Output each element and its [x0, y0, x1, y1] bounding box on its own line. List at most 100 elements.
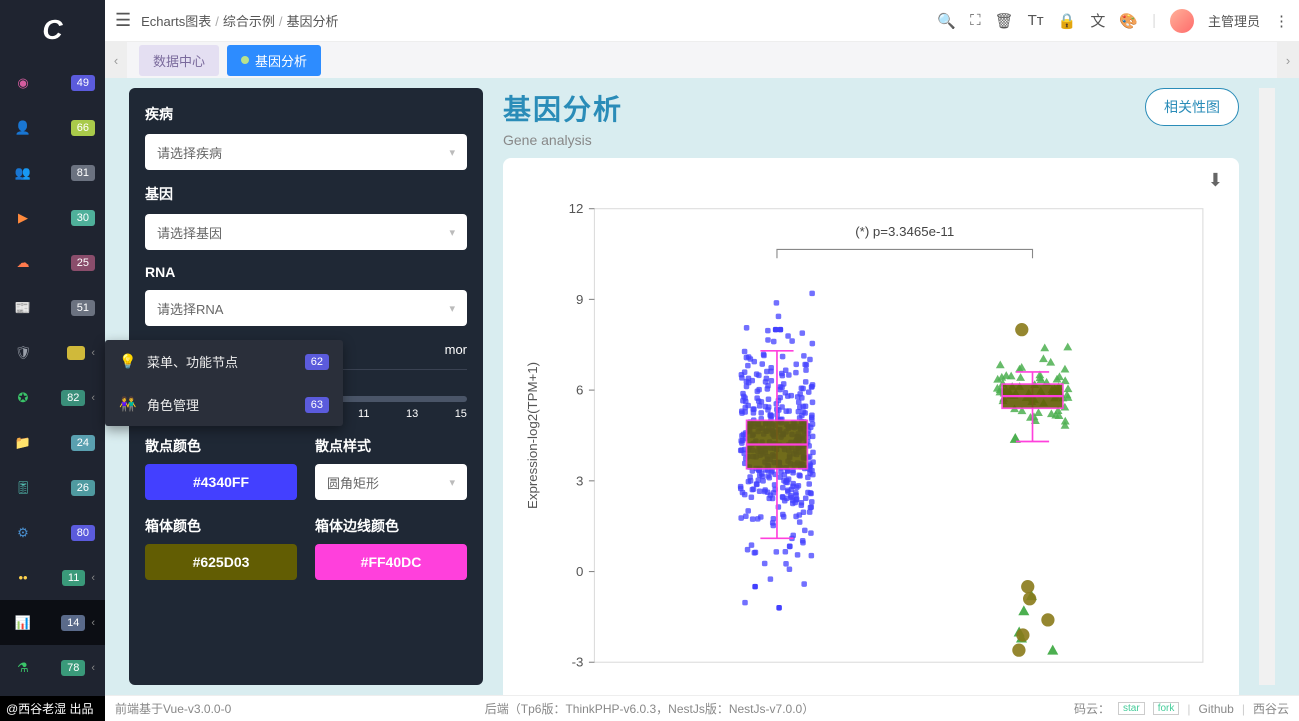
breadcrumb-item[interactable]: Echarts图表 — [141, 14, 211, 29]
sidebar-item-news[interactable]: 📰51 — [0, 285, 105, 330]
sidebar-badge: 66 — [71, 120, 95, 136]
select-rna[interactable]: 请选择RNA ▾ — [145, 290, 467, 326]
avatar[interactable] — [1170, 9, 1194, 33]
fork-badge[interactable]: fork — [1153, 702, 1180, 715]
sidebar-item-cloud[interactable]: ☁25 — [0, 240, 105, 285]
sidebar-item-sliders[interactable]: 🎚26 — [0, 465, 105, 510]
sidebar-badge: 25 — [71, 255, 95, 271]
xgy-link[interactable]: 西谷云 — [1253, 700, 1289, 717]
analysis-panel: 基因分析 Gene analysis 相关性图 ⬇ -3036912Expres… — [503, 88, 1239, 685]
search-icon[interactable]: 🔍 — [937, 12, 956, 30]
select-gene-placeholder: 请选择基因 — [157, 223, 222, 242]
sidebar-badge: 30 — [71, 210, 95, 226]
svg-text:-3: -3 — [572, 655, 584, 670]
sidebar-flyout: 💡菜单、功能节点62👫角色管理63 — [105, 340, 343, 426]
sidebar-badge: 26 — [71, 480, 95, 496]
text-size-icon[interactable]: Tᴛ — [1028, 12, 1044, 29]
fullscreen-icon[interactable]: ⛶ — [970, 12, 981, 29]
sidebar-item-gear[interactable]: ⚙ 80 — [0, 510, 105, 555]
sidebar-badge: 80 — [71, 525, 95, 541]
logo-mark: C — [42, 14, 62, 46]
more-icon[interactable]: ⋮ — [1274, 12, 1289, 30]
video-icon: ▶ — [12, 207, 34, 229]
star-badge[interactable]: star — [1118, 702, 1145, 715]
label-gene: 基因 — [145, 184, 467, 204]
tab-label: 基因分析 — [255, 51, 307, 70]
label-scatter-color: 散点颜色 — [145, 436, 297, 456]
sidebar-footer: @西谷老湿 出品 — [0, 696, 105, 721]
tab[interactable]: 数据中心 — [139, 45, 219, 76]
sidebar-item-dashboard[interactable]: ◉49 — [0, 60, 105, 105]
sidebar: C ◉49👤66👥81▶30☁25📰51🛡‹✪82‹📁24🎚26⚙80••11‹… — [0, 0, 105, 721]
translate-icon[interactable]: 文 — [1090, 10, 1105, 31]
github-link[interactable]: Github — [1199, 702, 1234, 716]
sidebar-item-flask[interactable]: ⚗78‹ — [0, 645, 105, 690]
sidebar-item-chart[interactable]: 📊14‹ — [0, 600, 105, 645]
boxplot-chart: -3036912Expression-log2(TPM+1)(*) p=3.34… — [517, 174, 1225, 686]
gear-icon: ⚙ — [12, 522, 34, 544]
select-rna-placeholder: 请选择RNA — [157, 299, 223, 318]
select-disease[interactable]: 请选择疾病 ▾ — [145, 134, 467, 170]
page-subtitle: Gene analysis — [503, 132, 623, 148]
topbar: ☰ Echarts图表/综合示例/基因分析 🔍 ⛶ 🗑 Tᴛ 🔒 文 🎨 | 主… — [105, 0, 1299, 42]
flyout-item[interactable]: 💡菜单、功能节点62 — [105, 340, 343, 383]
svg-text:0: 0 — [576, 564, 583, 579]
chevron-left-icon: ‹ — [91, 572, 95, 584]
svg-text:(*) p=3.3465e-11: (*) p=3.3465e-11 — [855, 224, 954, 239]
correlation-button[interactable]: 相关性图 — [1145, 88, 1239, 126]
sidebar-item-shield[interactable]: 🛡‹ — [0, 330, 105, 375]
label-box-color: 箱体颜色 — [145, 516, 297, 536]
sidebar-item-video[interactable]: ▶ 30 — [0, 195, 105, 240]
svg-text:3: 3 — [576, 473, 583, 488]
menu-toggle-icon[interactable]: ☰ — [115, 10, 131, 31]
tab-scroll-right[interactable]: › — [1277, 42, 1299, 78]
delete-icon[interactable]: 🗑 — [995, 12, 1014, 30]
sidebar-item-bubbles[interactable]: ••11‹ — [0, 555, 105, 600]
chevron-down-icon: ▾ — [449, 226, 455, 239]
chevron-left-icon: ‹ — [91, 617, 95, 629]
chevron-left-icon: ‹ — [91, 347, 95, 359]
svg-text:6: 6 — [576, 383, 583, 398]
slider-tick: 15 — [455, 408, 467, 420]
label-box-border: 箱体边线颜色 — [315, 516, 467, 536]
flyout-label: 角色管理 — [147, 395, 199, 414]
sidebar-badge: 81 — [71, 165, 95, 181]
box-border-button[interactable]: #FF40DC — [315, 544, 467, 580]
svg-text:9: 9 — [576, 292, 583, 307]
tab-scroll-left[interactable]: ‹ — [105, 42, 127, 78]
chevron-left-icon: ‹ — [91, 392, 95, 404]
scatter-color-button[interactable]: #4340FF — [145, 464, 297, 500]
chart-card: ⬇ -3036912Expression-log2(TPM+1)(*) p=3.… — [503, 158, 1239, 695]
dashboard-icon: ◉ — [12, 72, 34, 94]
sidebar-item-wechat[interactable]: ✪82‹ — [0, 375, 105, 420]
breadcrumb-item[interactable]: 基因分析 — [286, 14, 338, 29]
select-scatter-style[interactable]: 圆角矩形 ▾ — [315, 464, 467, 500]
sidebar-item-users[interactable]: 👥81 — [0, 150, 105, 195]
download-icon[interactable]: ⬇ — [1208, 170, 1223, 191]
sidebar-item-user[interactable]: 👤66 — [0, 105, 105, 150]
select-disease-placeholder: 请选择疾病 — [157, 143, 222, 162]
lock-icon[interactable]: 🔒 — [1058, 12, 1077, 30]
breadcrumb-item[interactable]: 综合示例 — [223, 14, 275, 29]
sidebar-badge: 14 — [61, 615, 85, 631]
bottombar: 前端基于Vue-v3.0.0-0 后端（Tp6版：ThinkPHP-v6.0.3… — [105, 695, 1299, 721]
logo: C — [0, 0, 105, 60]
sidebar-item-folder[interactable]: 📁24 — [0, 420, 105, 465]
shield-icon: 🛡 — [12, 342, 34, 364]
user-name[interactable]: 主管理员 — [1208, 11, 1260, 30]
news-icon: 📰 — [12, 297, 34, 319]
tab[interactable]: 基因分析 — [227, 45, 321, 76]
sidebar-badge: 82 — [61, 390, 85, 406]
palette-icon[interactable]: 🎨 — [1119, 12, 1138, 30]
flyout-item[interactable]: 👫角色管理63 — [105, 383, 343, 426]
people-icon: 👫 — [119, 396, 137, 413]
folder-icon: 📁 — [12, 432, 34, 454]
select-gene[interactable]: 请选择基因 ▾ — [145, 214, 467, 250]
slider-tick: 11 — [358, 408, 369, 420]
box-color-button[interactable]: #625D03 — [145, 544, 297, 580]
scrollbar[interactable] — [1259, 88, 1275, 685]
chevron-down-icon: ▾ — [449, 302, 455, 315]
bulb-icon: 💡 — [119, 353, 137, 370]
svg-text:12: 12 — [569, 201, 584, 216]
flyout-badge: 62 — [305, 354, 329, 370]
